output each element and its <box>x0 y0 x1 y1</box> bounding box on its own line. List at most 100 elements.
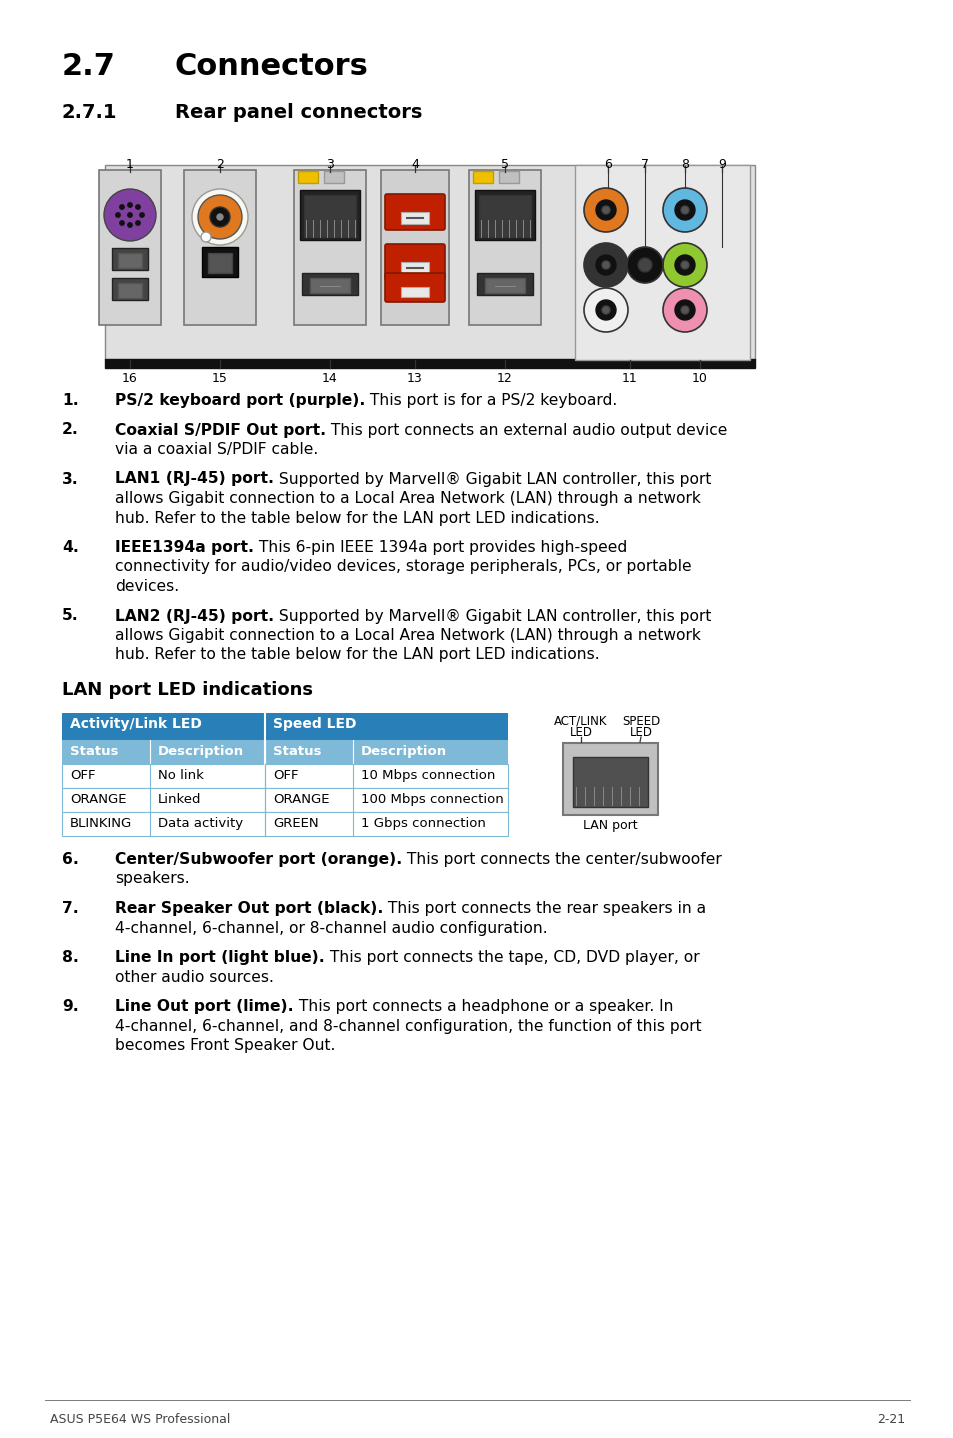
Text: LED: LED <box>569 726 592 739</box>
Text: GREEN: GREEN <box>273 817 318 830</box>
Text: Data activity: Data activity <box>158 817 243 830</box>
Circle shape <box>115 213 120 217</box>
Text: 1 Gbps connection: 1 Gbps connection <box>360 817 485 830</box>
Circle shape <box>680 306 688 313</box>
Text: 14: 14 <box>322 372 337 385</box>
Circle shape <box>120 221 124 226</box>
Circle shape <box>128 203 132 207</box>
Text: Activity/Link LED: Activity/Link LED <box>70 718 202 731</box>
Text: 1: 1 <box>126 158 133 171</box>
Bar <box>118 283 142 298</box>
Circle shape <box>128 223 132 227</box>
Text: Status: Status <box>273 745 321 758</box>
Text: 6.: 6. <box>62 851 79 867</box>
Circle shape <box>596 301 616 321</box>
Circle shape <box>583 243 627 288</box>
Bar <box>62 713 507 741</box>
Circle shape <box>601 306 609 313</box>
Circle shape <box>135 204 140 209</box>
Circle shape <box>201 232 211 242</box>
Text: This port connects the tape, CD, DVD player, or: This port connects the tape, CD, DVD pla… <box>324 951 699 965</box>
Circle shape <box>140 213 144 217</box>
Bar <box>324 171 344 183</box>
Circle shape <box>675 255 695 275</box>
Text: 4-channel, 6-channel, or 8-channel audio configuration.: 4-channel, 6-channel, or 8-channel audio… <box>115 920 547 936</box>
Circle shape <box>583 288 627 332</box>
Text: Line Out port (lime).: Line Out port (lime). <box>115 999 294 1014</box>
FancyBboxPatch shape <box>385 244 444 280</box>
Text: Supported by Marvell® Gigabit LAN controller, this port: Supported by Marvell® Gigabit LAN contro… <box>274 472 711 486</box>
Text: via a coaxial S/PDIF cable.: via a coaxial S/PDIF cable. <box>115 441 318 457</box>
Text: Linked: Linked <box>158 792 201 807</box>
Text: 10: 10 <box>691 372 707 385</box>
Text: OFF: OFF <box>273 769 298 782</box>
Text: LAN port: LAN port <box>582 820 638 833</box>
Bar <box>184 170 255 325</box>
Text: 2.7: 2.7 <box>62 52 115 81</box>
Text: 7: 7 <box>640 158 648 171</box>
Text: 7.: 7. <box>62 902 79 916</box>
Bar <box>573 756 647 807</box>
Text: IEEE1394a port.: IEEE1394a port. <box>115 541 253 555</box>
Bar <box>484 278 524 293</box>
Circle shape <box>210 207 230 227</box>
Bar <box>105 360 754 368</box>
Text: 16: 16 <box>122 372 138 385</box>
Circle shape <box>601 206 609 214</box>
Text: BLINKING: BLINKING <box>70 817 132 830</box>
Text: ACT/LINK: ACT/LINK <box>554 715 607 728</box>
Text: Status: Status <box>70 745 118 758</box>
Bar <box>478 196 531 237</box>
Text: PS/2 keyboard port (purple).: PS/2 keyboard port (purple). <box>115 393 365 408</box>
Bar <box>62 812 507 835</box>
Bar <box>112 278 148 301</box>
Text: speakers.: speakers. <box>115 871 190 886</box>
Circle shape <box>680 206 688 214</box>
Circle shape <box>680 262 688 269</box>
Text: 4-channel, 6-channel, and 8-channel configuration, the function of this port: 4-channel, 6-channel, and 8-channel conf… <box>115 1018 700 1034</box>
Bar <box>473 171 493 183</box>
Bar <box>400 262 429 275</box>
Text: Line In port (light blue).: Line In port (light blue). <box>115 951 324 965</box>
Text: 100 Mbps connection: 100 Mbps connection <box>360 792 503 807</box>
Text: Speed LED: Speed LED <box>273 718 356 731</box>
Bar <box>302 273 357 295</box>
Circle shape <box>104 188 156 242</box>
Bar <box>469 170 540 325</box>
Text: 8: 8 <box>680 158 688 171</box>
Bar <box>118 253 142 267</box>
Text: 13: 13 <box>407 372 422 385</box>
Circle shape <box>596 255 616 275</box>
Text: 4: 4 <box>411 158 418 171</box>
Text: connectivity for audio/video devices, storage peripherals, PCs, or portable: connectivity for audio/video devices, st… <box>115 559 691 575</box>
Circle shape <box>192 188 248 244</box>
Text: This port connects the center/subwoofer: This port connects the center/subwoofer <box>402 851 721 867</box>
Text: 2.: 2. <box>62 423 79 437</box>
Text: 4.: 4. <box>62 541 79 555</box>
Text: This port is for a PS/2 keyboard.: This port is for a PS/2 keyboard. <box>365 393 617 408</box>
Circle shape <box>198 196 242 239</box>
Text: Center/Subwoofer port (orange).: Center/Subwoofer port (orange). <box>115 851 402 867</box>
Text: This port connects an external audio output device: This port connects an external audio out… <box>326 423 727 437</box>
Circle shape <box>675 301 695 321</box>
Bar <box>562 743 658 815</box>
FancyBboxPatch shape <box>385 273 444 302</box>
Text: 8.: 8. <box>62 951 79 965</box>
Text: 10 Mbps connection: 10 Mbps connection <box>360 769 495 782</box>
Text: 2.7.1: 2.7.1 <box>62 104 117 122</box>
Text: OFF: OFF <box>70 769 95 782</box>
Bar <box>380 170 449 325</box>
Bar <box>62 788 507 812</box>
Text: becomes Front Speaker Out.: becomes Front Speaker Out. <box>115 1038 335 1053</box>
Circle shape <box>135 221 140 226</box>
Text: Supported by Marvell® Gigabit LAN controller, this port: Supported by Marvell® Gigabit LAN contro… <box>274 608 711 624</box>
Circle shape <box>601 262 609 269</box>
Bar <box>105 165 754 360</box>
Text: LAN2 (RJ-45) port.: LAN2 (RJ-45) port. <box>115 608 274 624</box>
Text: 12: 12 <box>497 372 513 385</box>
Text: 2-21: 2-21 <box>876 1414 904 1426</box>
Circle shape <box>662 243 706 288</box>
Text: 11: 11 <box>621 372 638 385</box>
Bar <box>400 211 429 224</box>
Text: hub. Refer to the table below for the LAN port LED indications.: hub. Refer to the table below for the LA… <box>115 647 599 663</box>
